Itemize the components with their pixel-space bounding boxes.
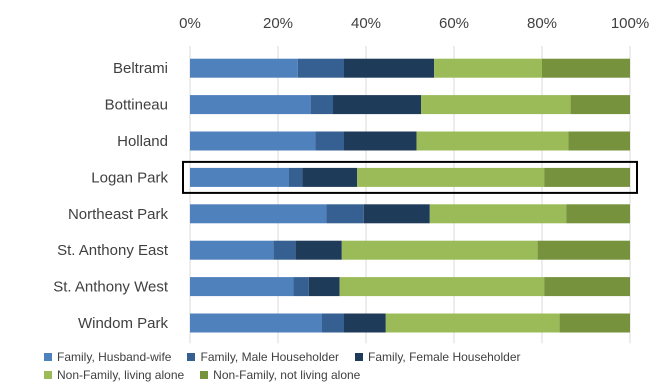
bar-segment [364, 204, 430, 223]
legend-swatch [44, 371, 52, 379]
bar-segment [340, 277, 545, 296]
legend-label: Non-Family, living alone [57, 368, 184, 382]
x-tick-label: 0% [179, 15, 201, 32]
gridlines [190, 46, 630, 343]
bar-segment [298, 59, 344, 78]
category-label: Windom Park [78, 315, 169, 332]
legend-row-2: Non-Family, living alone Non-Family, not… [44, 366, 654, 384]
legend-swatch [44, 353, 52, 361]
category-label: Holland [117, 133, 168, 150]
bar-segment [190, 277, 293, 296]
legend: Family, Husband-wife Family, Male Househ… [44, 348, 654, 384]
bar-segment [190, 168, 289, 187]
stacked-bar-chart: 0% 20% 40% 60% 80% 100% Beltrami Bottineau Holl… [0, 0, 659, 345]
bar-segment [542, 59, 630, 78]
bar-segment [544, 168, 630, 187]
bar-segment [566, 204, 630, 223]
bar-segment [315, 132, 344, 151]
bar-segment [417, 132, 569, 151]
bar-segment [430, 204, 566, 223]
bar-segment [293, 277, 308, 296]
legend-label: Family, Female Householder [368, 350, 521, 364]
legend-label: Family, Husband-wife [57, 350, 171, 364]
bar-segment [568, 132, 630, 151]
category-label: St. Anthony West [53, 279, 169, 296]
bar-segment [571, 95, 630, 114]
legend-item-male-householder: Family, Male Householder [187, 350, 339, 364]
bar-segment [289, 168, 302, 187]
bar-segment [344, 314, 386, 333]
bar-segment [296, 241, 342, 260]
bar-segment [333, 95, 421, 114]
x-tick-label: 20% [263, 15, 293, 32]
category-label: Beltrami [113, 60, 168, 77]
bar-segment [421, 95, 571, 114]
category-label: Bottineau [105, 97, 168, 114]
legend-item-not-living-alone: Non-Family, not living alone [200, 368, 360, 382]
bars [190, 59, 630, 333]
bar-segment [342, 241, 538, 260]
legend-label: Non-Family, not living alone [213, 368, 360, 382]
bar-segment [344, 132, 417, 151]
legend-item-living-alone: Non-Family, living alone [44, 368, 184, 382]
bar-segment [190, 95, 311, 114]
bar-segment [190, 132, 315, 151]
bar-segment [344, 59, 434, 78]
bar-segment [274, 241, 296, 260]
bar-segment [386, 314, 560, 333]
category-labels: Beltrami Bottineau Holland Logan Park Northe… [53, 60, 169, 332]
legend-label: Family, Male Householder [200, 350, 339, 364]
bar-segment [434, 59, 542, 78]
bar-segment [538, 241, 630, 260]
bar-segment [311, 95, 333, 114]
legend-swatch [355, 353, 363, 361]
x-tick-label: 40% [351, 15, 381, 32]
bar-segment [309, 277, 340, 296]
x-tick-label: 60% [439, 15, 469, 32]
x-tick-label: 100% [611, 15, 649, 32]
category-label: Logan Park [91, 169, 168, 186]
bar-segment [322, 314, 344, 333]
bar-segment [544, 277, 630, 296]
legend-swatch [200, 371, 208, 379]
category-label: St. Anthony East [57, 242, 169, 259]
x-tick-label: 80% [527, 15, 557, 32]
category-label: Northeast Park [68, 206, 169, 223]
bar-segment [357, 168, 544, 187]
bar-segment [190, 204, 326, 223]
legend-row-1: Family, Husband-wife Family, Male Househ… [44, 348, 654, 366]
bar-segment [560, 314, 630, 333]
legend-swatch [187, 353, 195, 361]
legend-item-husband-wife: Family, Husband-wife [44, 350, 171, 364]
x-axis-tick-labels: 0% 20% 40% 60% 80% 100% [179, 15, 649, 32]
bar-segment [190, 59, 298, 78]
bar-segment [190, 314, 322, 333]
bar-segment [302, 168, 357, 187]
bar-segment [190, 241, 274, 260]
legend-item-female-householder: Family, Female Householder [355, 350, 521, 364]
bar-segment [326, 204, 363, 223]
